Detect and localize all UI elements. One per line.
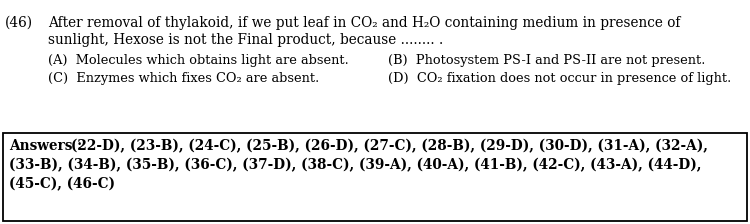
Text: (B)  Photosystem PS-I and PS-II are not present.: (B) Photosystem PS-I and PS-II are not p… (388, 54, 705, 67)
Text: After removal of thylakoid, if we put leaf in CO₂ and H₂O containing medium in p: After removal of thylakoid, if we put le… (48, 16, 680, 30)
Text: (46): (46) (5, 16, 33, 30)
Text: (A)  Molecules which obtains light are absent.: (A) Molecules which obtains light are ab… (48, 54, 349, 67)
Text: (45-C), (46-C): (45-C), (46-C) (9, 177, 115, 191)
Text: (D)  CO₂ fixation does not occur in presence of light.: (D) CO₂ fixation does not occur in prese… (388, 72, 731, 85)
Text: (22-D), (23-B), (24-C), (25-B), (26-D), (27-C), (28-B), (29-D), (30-D), (31-A), : (22-D), (23-B), (24-C), (25-B), (26-D), … (71, 139, 708, 153)
Text: (33-B), (34-B), (35-B), (36-C), (37-D), (38-C), (39-A), (40-A), (41-B), (42-C), : (33-B), (34-B), (35-B), (36-C), (37-D), … (9, 158, 701, 172)
Text: Answers :: Answers : (9, 139, 87, 153)
Text: sunlight, Hexose is not the Final product, because ........ .: sunlight, Hexose is not the Final produc… (48, 33, 443, 47)
FancyBboxPatch shape (3, 133, 747, 221)
Text: (C)  Enzymes which fixes CO₂ are absent.: (C) Enzymes which fixes CO₂ are absent. (48, 72, 320, 85)
